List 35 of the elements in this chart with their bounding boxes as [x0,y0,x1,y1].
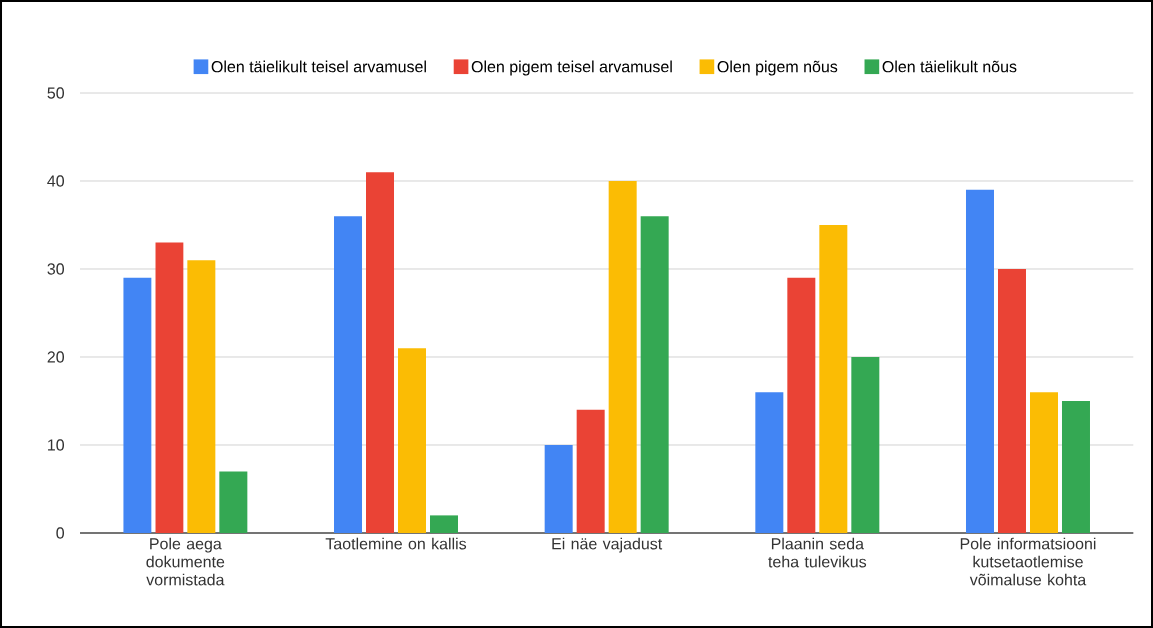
bar [544,444,573,533]
bar [640,216,669,533]
x-tick-label: Plaanin seda teha tulevikus [768,537,867,568]
bar [755,392,784,533]
x-tick-label: Taotlemine on kallis [325,537,467,550]
bar [398,348,427,533]
legend-label: Olen täielikult teisel arvamusel [211,60,426,73]
legend-label: Olen pigem teisel arvamusel [471,60,672,76]
bar [851,356,880,533]
bar [155,242,184,533]
x-tick-label: Pole aega dokumente vormistada [146,537,225,586]
bar [366,172,395,533]
y-tick-label: 0 [56,527,65,539]
x-tick-label: Ei näe vajadust [552,537,663,553]
bar [123,277,152,533]
y-tick-label: 40 [47,175,65,187]
bar [334,216,363,533]
legend-label: Olen pigem nõus [717,60,838,76]
bar [576,409,605,533]
bar [1061,400,1090,533]
y-tick-label: 20 [47,351,65,363]
bar [997,268,1026,533]
y-tick-label: 10 [48,439,65,451]
bar [965,189,994,533]
bar [1029,392,1058,533]
y-tick-label: 50 [47,87,65,99]
bar [187,260,216,533]
legend-label: Olen täielikult nõus [882,60,1017,73]
x-tick-label: Pole informatsiooni kutsetaotlemise võimaluse kohta [960,537,1096,586]
y-tick-label: 30 [47,263,65,275]
bar [819,225,848,533]
bar [430,515,459,533]
bar [787,277,816,533]
bar [608,180,637,533]
bar [219,471,248,533]
